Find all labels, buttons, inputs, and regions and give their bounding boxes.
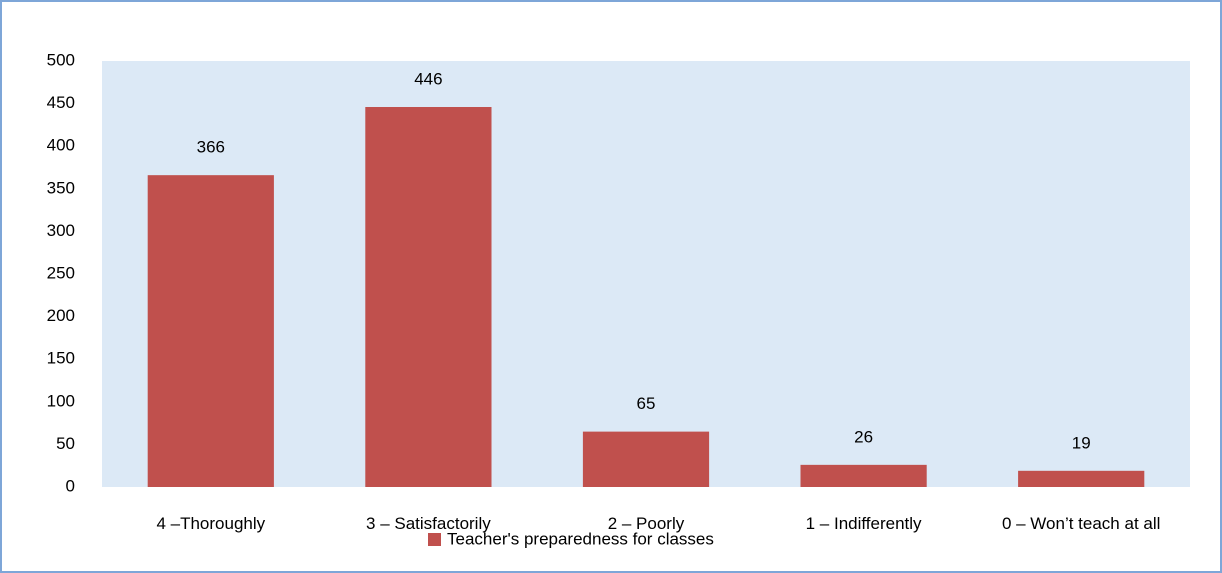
y-tick-label: 50 xyxy=(56,434,75,453)
data-label: 19 xyxy=(1072,433,1091,452)
y-tick-label: 200 xyxy=(47,306,75,325)
bar xyxy=(800,464,927,487)
legend-label: Teacher's preparedness for classes xyxy=(447,529,714,548)
x-tick-label: 0 – Won’t teach at all xyxy=(1001,514,1161,533)
bar xyxy=(1018,470,1145,487)
bar xyxy=(582,431,710,487)
x-tick-label: 1 – Indifferently xyxy=(805,514,922,533)
y-tick-label: 350 xyxy=(47,178,75,197)
data-label: 65 xyxy=(637,394,656,413)
x-tick-label: 3 – Satisfactorily xyxy=(366,514,491,533)
y-tick-label: 0 xyxy=(66,476,75,495)
x-tick-label: 4 –Thoroughly xyxy=(156,514,266,533)
x-tick-label: 2 – Poorly xyxy=(607,514,685,533)
data-label: 366 xyxy=(197,138,225,157)
bar xyxy=(365,107,492,488)
y-tick-label: 250 xyxy=(47,263,75,282)
y-tick-label: 500 xyxy=(47,50,75,69)
y-tick-label: 300 xyxy=(47,221,75,240)
data-label: 26 xyxy=(854,427,873,446)
y-tick-label: 400 xyxy=(47,136,75,155)
bar xyxy=(147,175,274,487)
legend-swatch xyxy=(428,533,441,546)
y-tick-label: 450 xyxy=(47,93,75,112)
y-tick-label: 100 xyxy=(47,391,75,410)
y-tick-label: 150 xyxy=(47,349,75,368)
data-label: 446 xyxy=(414,69,442,88)
plot-area xyxy=(102,61,1190,487)
